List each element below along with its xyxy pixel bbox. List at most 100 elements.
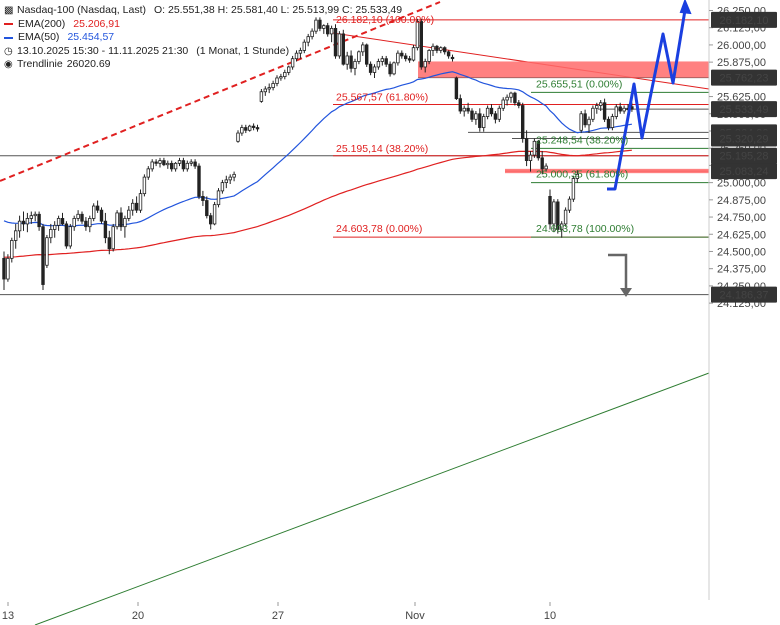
candle-body: [478, 113, 482, 128]
candle-body: [294, 52, 299, 60]
candle-body: [400, 52, 404, 57]
candle-body: [173, 162, 178, 170]
candle-body: [474, 113, 478, 120]
candle-body: [415, 21, 420, 49]
candle-body: [470, 110, 474, 120]
candle-body: [349, 55, 353, 69]
candle-body: [271, 83, 275, 89]
candle-body: [345, 55, 349, 65]
price-box: [711, 163, 777, 180]
candle-body: [193, 161, 197, 167]
candle-body: [560, 223, 564, 230]
candle-body: [76, 213, 80, 219]
y-axis-label: 25.875,00: [717, 57, 766, 69]
candle-body: [513, 92, 517, 104]
candle-body: [322, 25, 326, 29]
candle-body: [60, 218, 65, 225]
candle-body: [127, 209, 131, 219]
candle-body: [2, 257, 6, 280]
x-axis-label: Nov: [405, 610, 425, 622]
candle-body: [286, 66, 291, 73]
candle-body: [485, 107, 490, 117]
candle-body: [368, 63, 373, 73]
candle-body: [25, 218, 30, 225]
candle-body: [123, 218, 127, 228]
candle-body: [411, 47, 416, 61]
candle-body: [575, 173, 579, 179]
candle-body: [138, 193, 143, 211]
legend-trendline-label: Trendlinie: [17, 58, 63, 71]
candle-body: [407, 58, 412, 61]
candle-body: [220, 182, 225, 192]
candle-body: [606, 118, 611, 128]
ema50-line: [3, 71, 632, 227]
candle-body: [80, 213, 84, 222]
price-box-label: 25.083,24: [720, 166, 769, 178]
price-box: [711, 147, 777, 164]
fib-red-label: 25.567,57 (61.80%): [336, 91, 428, 103]
candle-body: [361, 44, 365, 53]
candle-body: [49, 229, 53, 239]
x-axis-label: 10: [544, 610, 556, 622]
candle-body: [337, 33, 342, 57]
y-axis-label: 25.625,00: [717, 92, 766, 104]
legend-trendline-value: 26020.69: [66, 58, 111, 71]
price-box: [711, 286, 777, 303]
candle-body: [458, 98, 462, 112]
projected-path-arrow: [607, 3, 688, 191]
candle-body: [279, 76, 283, 79]
candle-body: [41, 226, 45, 285]
y-axis-label: 24.625,00: [717, 229, 766, 241]
trendline-icon: ◉: [4, 59, 13, 71]
candle-body: [329, 28, 334, 35]
candle-body: [540, 157, 544, 170]
candle-body: [130, 202, 135, 211]
candle-body: [423, 61, 427, 68]
candle-body: [489, 107, 494, 115]
candle-body: [142, 176, 147, 195]
candle-body: [298, 50, 303, 54]
price-box-label: 26.182,10: [720, 15, 769, 27]
y-axis-label: 26.000,00: [717, 40, 766, 52]
candle-body: [169, 162, 174, 170]
candle-body: [263, 88, 267, 93]
fib-red-label: 24.603,78 (0.00%): [336, 223, 422, 235]
candle-body: [146, 168, 150, 178]
candle-body: [556, 201, 560, 230]
candle-body: [505, 96, 509, 101]
candle-body: [92, 205, 96, 219]
candle-body: [610, 116, 615, 128]
price-box: [711, 101, 777, 118]
candle-body: [181, 160, 186, 170]
candle-body: [134, 202, 139, 211]
x-axis-label: 20: [132, 610, 144, 622]
candle-body: [236, 132, 240, 142]
candle-body: [384, 58, 388, 65]
candle-body: [53, 224, 57, 230]
candle-body: [244, 127, 248, 131]
clock-icon: ◷: [4, 45, 13, 57]
candle-body: [17, 220, 22, 232]
candle-body: [208, 215, 213, 225]
candle-body: [154, 161, 158, 164]
y-axis-label: 24.375,00: [717, 264, 766, 276]
candle-body: [599, 102, 603, 106]
y-axis-label: 24.750,00: [717, 212, 766, 224]
legend-period: 13.10.2025 15:30 - 11.11.2025 21:30: [17, 44, 189, 57]
candle-body: [302, 41, 306, 51]
candle-body: [33, 213, 37, 217]
gray-arrowhead-icon: [620, 288, 632, 297]
candle-body: [357, 51, 361, 62]
legend-ema50-label: EMA(50): [18, 31, 60, 44]
legend-ema50-value: 25.454,57: [67, 31, 115, 44]
candle-body: [591, 107, 595, 120]
candle-body: [563, 209, 568, 225]
candle-body: [333, 28, 338, 57]
candle-body: [150, 161, 154, 170]
x-axis-label: 27: [272, 610, 284, 622]
candle-body: [259, 91, 264, 102]
candle-body: [251, 125, 256, 128]
price-box: [711, 11, 777, 28]
candle-body: [571, 178, 576, 200]
candle-body: [427, 50, 431, 62]
